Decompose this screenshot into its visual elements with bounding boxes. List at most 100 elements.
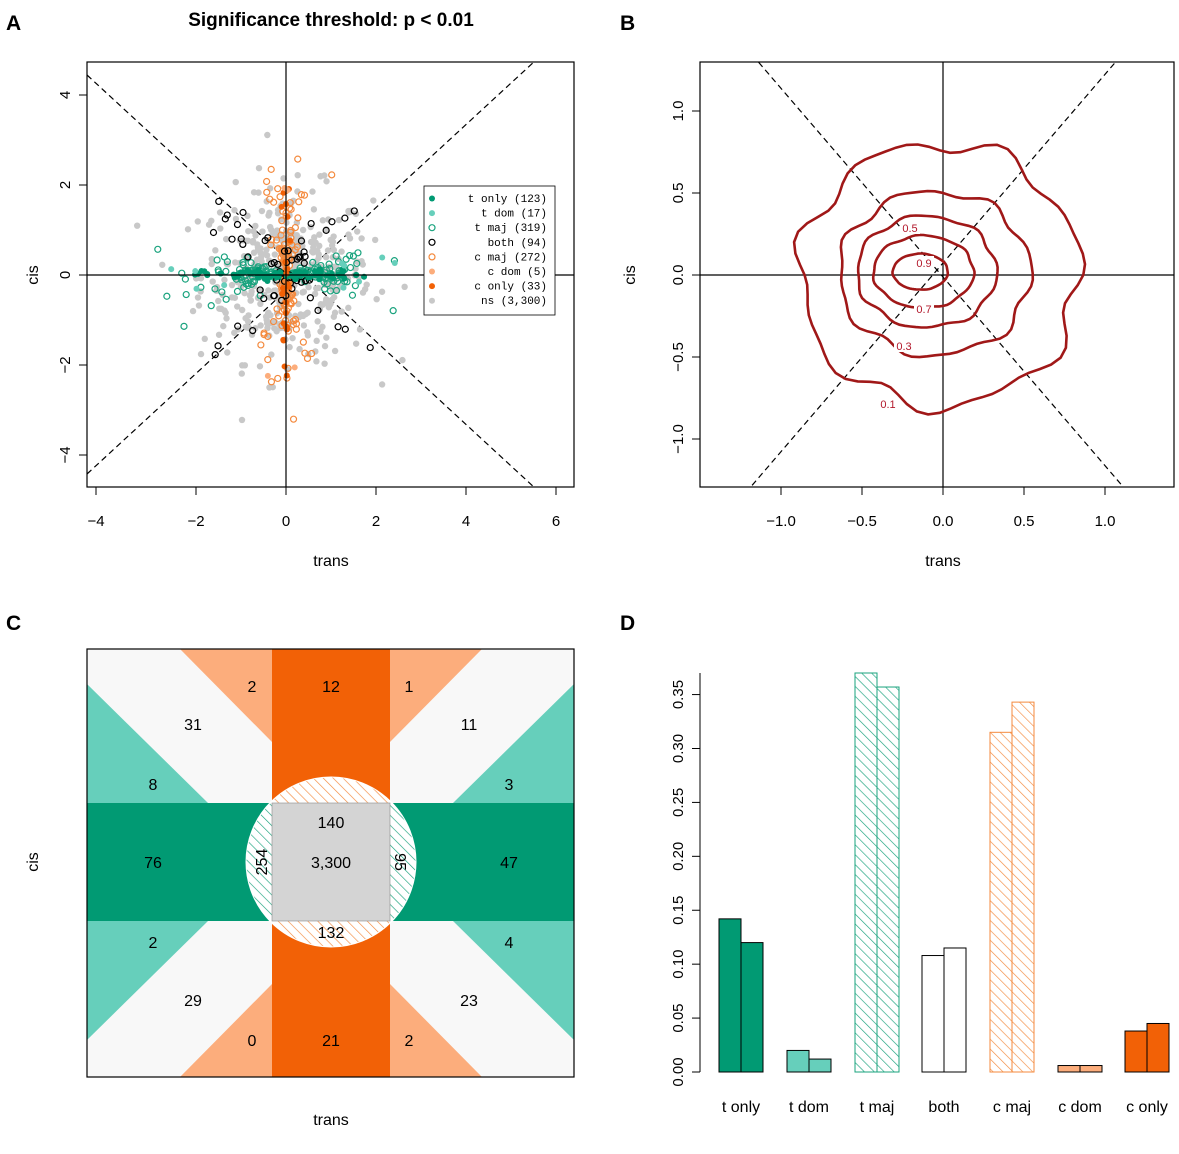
ns-point: [345, 207, 352, 215]
ns-point: [257, 322, 264, 329]
t-maj-point: [342, 255, 350, 263]
both-point: [223, 211, 231, 219]
ns-point: [319, 323, 326, 331]
ns-point: [133, 222, 141, 229]
legend-label: t maj (319): [474, 223, 547, 235]
ns-point: [354, 228, 361, 235]
class-points: [154, 155, 432, 423]
ns-point: [319, 217, 327, 224]
circle-outline: [245, 776, 417, 948]
ns-point: [300, 322, 308, 329]
panel-d-letter: D: [620, 612, 635, 635]
count-label: 23: [460, 993, 478, 1010]
c-maj-point: [289, 415, 298, 423]
contour-label: 0.3: [896, 341, 911, 353]
ns-point: [323, 178, 330, 185]
panel-b-ticks: [692, 110, 1106, 495]
ns-point: [294, 188, 301, 195]
d-yticks: 0.00 0.05 0.10 0.15 0.20 0.25 0.30 0.35: [670, 680, 700, 1087]
bar: [1057, 1065, 1081, 1073]
t-only-point: [198, 268, 205, 275]
t-maj-point: [182, 290, 190, 299]
both-point: [244, 253, 252, 261]
t-maj-point: [222, 295, 230, 303]
legend-marker: [428, 253, 436, 261]
t-dom-region: [87, 921, 208, 1040]
panel-c: C: [6, 612, 575, 1129]
ns-point: [311, 234, 318, 241]
c-maj-point: [294, 214, 302, 222]
legend-box: [423, 185, 556, 316]
t-dom-point: [221, 282, 228, 289]
d-category-label: t maj: [860, 1099, 895, 1116]
t-only-point: [266, 274, 273, 281]
ns-point: [258, 207, 266, 215]
both-point: [221, 215, 229, 223]
t-only-point: [317, 267, 324, 274]
ns-point: [325, 216, 332, 223]
d-ytick: 0.00: [670, 1057, 687, 1086]
b-ylabel: cis: [622, 265, 639, 285]
t-maj-point: [247, 280, 256, 288]
both-point: [341, 214, 349, 222]
ns-point: [335, 216, 343, 224]
ns-point: [286, 343, 293, 351]
t-dom-point: [391, 260, 398, 267]
ns-point: [232, 178, 239, 186]
panel-c-frame: [86, 648, 575, 1078]
c-only-point: [280, 337, 287, 344]
count-label: 3,300: [311, 855, 351, 872]
count-label: 132: [318, 925, 345, 942]
both-point: [350, 207, 358, 215]
count-label: 1: [405, 679, 414, 696]
ns-point: [255, 189, 262, 196]
ns-point: [313, 337, 320, 345]
ns-point: [208, 260, 215, 268]
legend-label: t dom (17): [481, 209, 547, 221]
c-only-point: [284, 266, 291, 273]
ns-point: [250, 249, 258, 256]
ns-point: [300, 288, 308, 295]
ns-point: [309, 248, 316, 255]
d-ytick: 0.30: [670, 734, 687, 763]
panel-a-plot-area: [87, 62, 574, 487]
ns-point: [314, 318, 321, 325]
both-point: [234, 322, 242, 330]
count-label: 4: [505, 935, 514, 952]
t-only-point: [296, 268, 303, 275]
contour-line: [871, 233, 976, 309]
ns-point: [256, 363, 264, 370]
both-point: [328, 218, 336, 226]
both-point: [307, 219, 315, 228]
both-point: [249, 326, 257, 335]
t-dom-region: [453, 684, 574, 803]
ns-point: [223, 315, 230, 322]
t-only-point: [316, 272, 323, 279]
t-dom-point: [356, 278, 363, 285]
c-ylabel: cis: [25, 852, 42, 872]
ns-point: [189, 307, 197, 315]
legend-marker: [428, 238, 436, 246]
legend-items: t only (123) t dom (17) t maj (319) both (9…: [428, 194, 547, 308]
t-maj-point: [223, 258, 231, 266]
d-category-label: c only: [1126, 1099, 1168, 1116]
ns-point: [359, 261, 366, 268]
t-dom-point: [338, 260, 345, 267]
d-ytick: 0.10: [670, 950, 687, 979]
t-maj-point: [163, 292, 171, 300]
c-maj-point: [301, 349, 309, 357]
both-point: [211, 351, 219, 359]
c-maj-point: [257, 341, 265, 349]
t-maj-point: [348, 291, 357, 299]
ns-point: [257, 300, 264, 308]
b-ytick: −0.5: [670, 342, 687, 372]
ns-point: [264, 324, 271, 332]
c-maj-point: [266, 195, 274, 203]
both-point: [334, 323, 342, 331]
count-label: 95: [391, 853, 408, 871]
ns-point: [309, 188, 316, 195]
c-maj-point: [289, 317, 298, 325]
ns-point: [238, 416, 246, 424]
contour-lines: [792, 143, 1087, 416]
both-point: [233, 220, 242, 229]
